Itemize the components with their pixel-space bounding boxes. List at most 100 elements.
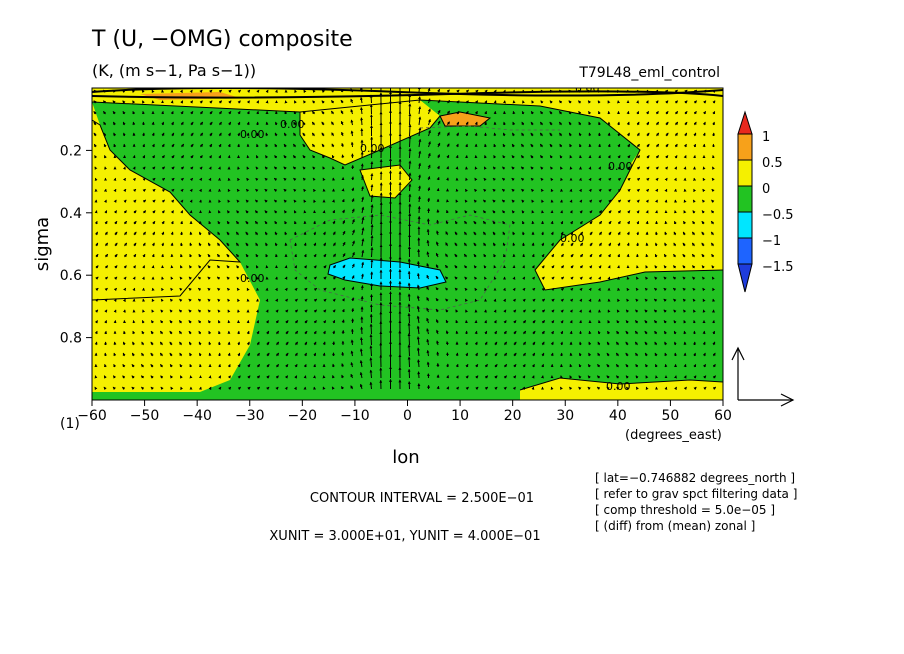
wind-vector [122,177,126,182]
wind-vector [169,298,174,302]
wind-vector [350,362,354,368]
wind-vector [445,341,449,346]
wind-vector [170,231,174,236]
wind-vector [264,231,268,236]
wind-vector [122,341,126,346]
wind-vector [140,364,145,368]
wind-vector [170,386,174,391]
wind-vector [284,231,288,236]
wind-vector [256,100,260,104]
wind-vector [283,155,287,159]
wind-vector [142,231,146,236]
wind-vector [114,276,118,280]
colorbar-swatch [737,237,753,265]
wind-vector [114,253,118,258]
wind-vector [112,89,116,93]
wind-vector [323,265,327,269]
wind-vector [237,298,241,303]
colorbar: 1 0.5 0 −0.5 −1 −1.5 [737,110,794,293]
wind-vector [331,121,335,126]
wind-vector [578,177,582,182]
wind-vector [207,298,211,302]
wind-vector [122,166,126,170]
wind-vector [246,166,250,170]
wind-vector [588,330,592,335]
wind-vector [142,253,146,258]
wind-vector [246,155,250,159]
wind-vector [322,220,326,225]
wind-vector [302,177,307,181]
wind-vector [142,199,147,203]
wind-vector [342,230,346,236]
wind-vector [132,341,136,346]
wind-vector [426,297,430,302]
wind-vector [217,298,221,302]
wind-vector [588,132,592,137]
wind-vector [350,109,354,115]
wind-vector [237,309,241,313]
wind-vector [351,176,355,181]
wind-vector [322,177,326,182]
wind-vector [370,235,374,247]
wind-vector [350,339,354,346]
wind-vector [294,89,298,93]
wind-vector [246,341,250,346]
wind-vector [361,196,365,203]
wind-vector [198,341,202,346]
wind-vector [141,330,145,335]
wind-vector [209,111,213,115]
wind-vector [265,309,269,313]
wind-vector [416,336,420,346]
wind-vector [369,323,373,335]
wind-vector [150,364,154,368]
wind-vector [407,333,411,346]
wind-vector [313,188,317,193]
wind-vector [427,187,431,192]
wind-vector [132,320,136,324]
wind-vector [351,208,355,214]
wind-vector [274,231,278,236]
wind-vector [294,298,298,302]
wind-vector [293,199,297,203]
wind-vector [178,320,183,324]
wind-vector [359,348,363,357]
wind-vector [361,206,365,214]
wind-vector [94,375,98,379]
wind-vector [294,265,297,269]
wind-vector [152,166,156,170]
wind-vector [360,174,364,181]
wind-vector [198,363,202,368]
wind-vector [93,121,97,126]
wind-vector [179,341,183,346]
wind-vector [256,364,260,368]
positive-pocket-east [535,205,650,290]
wind-vector [226,220,230,225]
wind-vector [302,166,306,170]
wind-vector [636,100,639,104]
wind-vector [218,121,222,126]
wind-vector [123,276,127,280]
wind-vector [208,231,212,236]
wind-vector [218,375,222,379]
wind-vector [321,132,325,137]
wind-vector [264,177,268,181]
wind-vector [104,320,107,324]
wind-vector [95,265,99,269]
wind-vector [341,363,345,368]
wind-vector [712,320,715,324]
wind-vector [161,110,164,115]
wind-vector [427,98,431,104]
wind-vector [179,375,183,379]
wind-vector [245,253,249,258]
wind-vector [113,143,117,148]
x-axis-units: (degrees_east) [625,428,722,443]
wind-vector [683,363,687,368]
wind-vector [597,121,601,126]
wind-vector [190,132,194,137]
wind-vector [437,88,441,93]
wind-vector [304,330,308,335]
wind-vector [207,265,211,269]
wind-vector [161,287,165,292]
wind-vector [142,100,145,104]
wind-vector [370,204,374,214]
